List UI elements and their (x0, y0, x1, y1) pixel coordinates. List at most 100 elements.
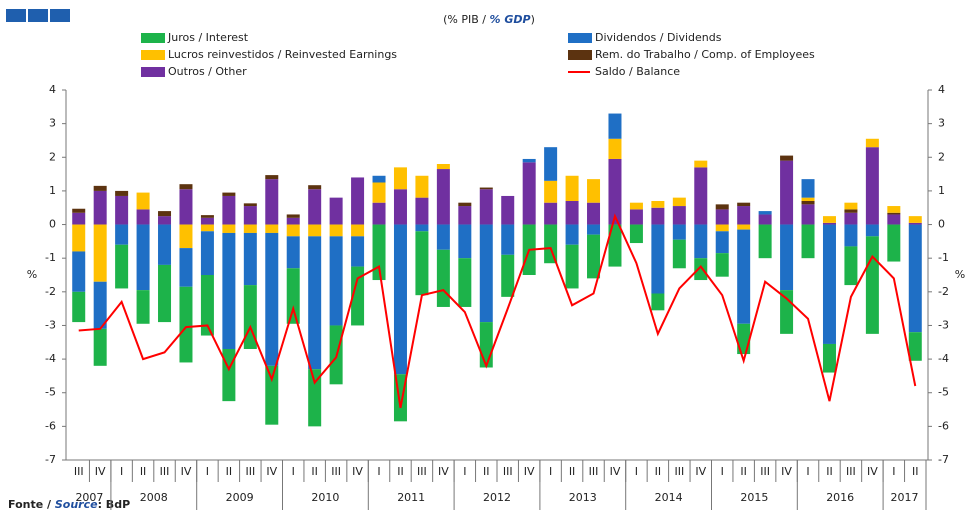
bar-segment (200, 275, 214, 336)
x-tick-label: II (483, 465, 490, 478)
bar-segment (801, 179, 815, 198)
bar-segment (158, 264, 172, 323)
y-tick-label: -1 (45, 251, 56, 264)
bar-segment (458, 202, 472, 207)
x-group-label: 2011 (397, 491, 425, 504)
bar-segment (908, 224, 922, 333)
x-tick-label: II (140, 465, 147, 478)
bar-segment (222, 232, 236, 349)
bar-segment (694, 258, 708, 281)
x-group-label: 2015 (740, 491, 768, 504)
bar-segment (222, 224, 236, 233)
bar-segment (458, 224, 472, 259)
y2-tick-label: 2 (938, 150, 945, 163)
bar-segment (715, 231, 729, 254)
bar-segment (501, 224, 515, 255)
bar-segment (758, 211, 772, 215)
bar-segment (737, 229, 751, 324)
y-tick-label: -2 (45, 285, 56, 298)
x-tick-label: IV (438, 465, 449, 478)
bar-segment (844, 212, 858, 225)
bar-segment (629, 224, 643, 244)
x-tick-label: IV (867, 465, 878, 478)
bar-segment (265, 224, 279, 233)
title-en: % GDP (490, 13, 531, 26)
bar-segment (865, 147, 879, 225)
bar-segment (393, 224, 407, 375)
bar-segment (372, 202, 386, 225)
bar-segment (801, 201, 815, 205)
y2-tick-label: -3 (938, 318, 949, 331)
bar-segment (887, 224, 901, 262)
x-tick-label: I (377, 465, 380, 478)
legend-label: Dividendos / Dividends (595, 31, 722, 44)
x-group-label: 2012 (483, 491, 511, 504)
bar-segment (844, 209, 858, 213)
bar-segment (651, 224, 665, 294)
bar-segment (308, 236, 322, 370)
bar-segment (393, 189, 407, 225)
source: Fonte / Source: BdP (8, 498, 130, 510)
bar-segment (158, 211, 172, 217)
x-tick-label: III (760, 465, 770, 478)
bar-segment (672, 206, 686, 225)
source-en: Source (55, 498, 98, 510)
bar-segment (651, 293, 665, 311)
legend-label: Juros / Interest (167, 31, 249, 44)
y-tick-label: -6 (45, 419, 56, 432)
x-tick-label: II (826, 465, 833, 478)
bar-segment (544, 147, 558, 181)
bar-segment (780, 290, 794, 334)
source-rest: : BdP (98, 498, 131, 510)
logo-block (50, 9, 70, 22)
bar-segment (587, 234, 601, 279)
bar-segment (329, 236, 343, 326)
bar-segment (908, 222, 922, 225)
bar-segment (308, 189, 322, 225)
x-tick-label: I (292, 465, 295, 478)
bar-segment (801, 204, 815, 225)
bar-segment (758, 214, 772, 225)
y-tick-label: -5 (45, 386, 56, 399)
bar-segment (651, 207, 665, 225)
bar-segment (522, 162, 536, 225)
bar-segment (458, 206, 472, 225)
title-close: ) (531, 13, 535, 26)
bar-segment (351, 236, 365, 267)
bar-segment (694, 224, 708, 259)
x-tick-label: IV (610, 465, 621, 478)
x-tick-label: I (892, 465, 895, 478)
bar-segment (372, 182, 386, 203)
x-tick-label: II (569, 465, 576, 478)
bar-segment (672, 224, 686, 240)
bar-segment (587, 202, 601, 225)
bar-segment (436, 169, 450, 225)
x-tick-label: IV (181, 465, 192, 478)
bar-segment (372, 224, 386, 281)
bar-segment (243, 224, 257, 233)
y-tick-label: 3 (49, 117, 56, 130)
y2-tick-label: 1 (938, 184, 945, 197)
bar-segment (715, 204, 729, 210)
bar-segment (158, 224, 172, 265)
legend-label: Rem. do Trabalho / Comp. of Employees (595, 48, 815, 61)
bar-segment (265, 179, 279, 225)
bar-segment (329, 224, 343, 237)
legend-label: Saldo / Balance (595, 65, 680, 78)
x-group-label: 2014 (655, 491, 683, 504)
bar-segment (844, 202, 858, 210)
bar-segment (72, 291, 86, 323)
bar-segment (587, 179, 601, 203)
bar-segment (629, 209, 643, 225)
bar-segment (265, 232, 279, 366)
y2-axis-label: % (955, 268, 965, 281)
x-tick-label: I (206, 465, 209, 478)
x-tick-label: IV (266, 465, 277, 478)
legend-swatch (568, 33, 592, 43)
bar-segment (436, 224, 450, 250)
bar-segment (286, 268, 300, 324)
bar-segment (415, 197, 429, 225)
legend-swatch (141, 33, 165, 43)
y2-tick-label: -6 (938, 419, 949, 432)
